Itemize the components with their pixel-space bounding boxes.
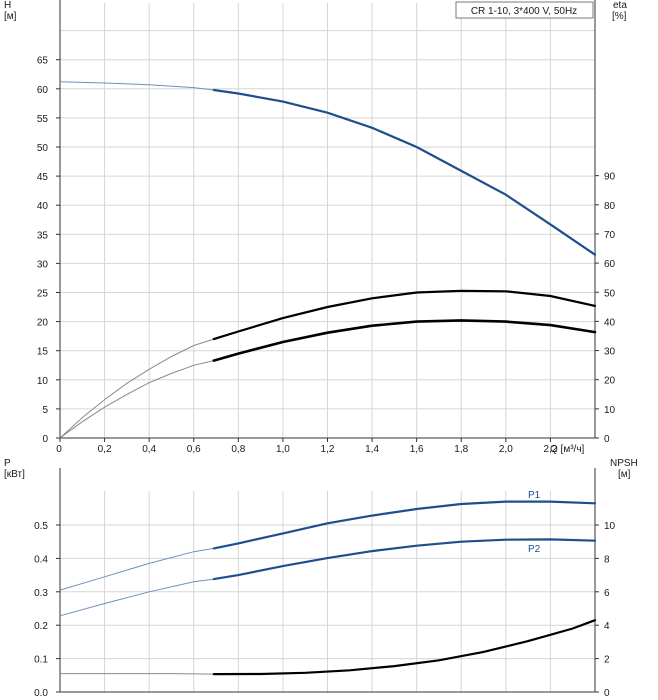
panel2-right-tick-label: 2 (604, 655, 610, 666)
panel1-x-tick-label: 2,0 (499, 444, 513, 455)
panel1-x-tick-label: 1,6 (410, 444, 424, 455)
panel1-left-tick-label: 45 (37, 172, 49, 183)
panel1-series-1-line-extended (59, 338, 214, 439)
panel1-x-tick-label: 0 (56, 444, 62, 455)
panel2-right-tick-label: 8 (604, 554, 610, 565)
panel2-right-tick-label: 10 (604, 521, 616, 532)
panel1-x-tick-label: 0,8 (231, 444, 245, 455)
panel2-series-p2-line-extended (59, 578, 214, 617)
panel1-left-tick-label: 65 (37, 56, 49, 67)
panel2-series-p1-line-extended (59, 547, 214, 591)
panel1-left-tick-label: 10 (37, 376, 49, 387)
panel1-right-tick-label: 80 (604, 201, 616, 212)
panel2-left-tick-label: 0.3 (34, 588, 48, 599)
panel1-series-2-line (212, 319, 597, 362)
panel2-left-tick-label: 0.5 (34, 521, 48, 532)
panel1-right-axis-unit: [%] (612, 11, 627, 22)
panel1-left-tick-label: 50 (37, 143, 49, 154)
panel2-right-tick-label: 6 (604, 588, 610, 599)
panel2-left-tick-label: 0.2 (34, 621, 48, 632)
panel1-right-tick-label: 40 (604, 317, 616, 328)
panel1-x-tick-label: 1,2 (321, 444, 335, 455)
panel2-series-p2-line (212, 538, 597, 581)
panel2-left-tick-label: 0.0 (34, 688, 48, 699)
panel1-x-tick-label: 0,6 (187, 444, 201, 455)
panel1-x-tick-label: 1,0 (276, 444, 290, 455)
panel1-left-axis-title: H (4, 0, 11, 11)
panel1-right-tick-label: 0 (604, 434, 610, 445)
panel1-left-tick-label: 5 (42, 405, 48, 416)
panel1-left-tick-label: 60 (37, 85, 49, 96)
panel1-x-tick-label: 0,2 (98, 444, 112, 455)
panel2-series-p1-line (212, 500, 597, 550)
panel2-left-axis-unit: [кВт] (4, 469, 25, 480)
panel1-legend-box (455, 1, 594, 19)
panel1-x-tick-label: 1,8 (454, 444, 468, 455)
panel1-left-tick-label: 35 (37, 230, 49, 241)
panel2-left-axis-title: P (4, 458, 11, 469)
panel1-legend-text: CR 1-10, 3*400 V, 50Hz (471, 6, 577, 17)
panel1-right-tick-label: 70 (604, 230, 616, 241)
panel1-x-axis-title: Q [м³/ч] (550, 444, 585, 455)
panel2-right-axis-title: NPSH (610, 458, 638, 469)
panel1-left-tick-label: 25 (37, 289, 49, 300)
panel2-right-tick-label: 0 (604, 688, 610, 699)
panel1-left-tick-label: 40 (37, 201, 49, 212)
panel1-right-tick-label: 50 (604, 288, 616, 299)
panel1-left-tick-label: 15 (37, 347, 49, 358)
panel1-series-0-line (212, 88, 597, 256)
panel2-series-p2-label: P2 (528, 544, 541, 555)
panel1-left-tick-label: 20 (37, 318, 49, 329)
panel1-right-tick-label: 10 (604, 405, 616, 416)
panel1-right-tick-label: 30 (604, 347, 616, 358)
panel1-right-axis-title: eta (613, 0, 627, 11)
panel1-x-tick-label: 2,2 (543, 444, 557, 455)
panel2-left-tick-label: 0.4 (34, 554, 48, 565)
panel2-series-2-line (212, 619, 597, 676)
panel1-series-0-line-extended (59, 81, 214, 91)
panel1-series-2-line-extended (59, 360, 214, 439)
panel1-left-axis-unit: [м] (4, 11, 17, 22)
panel2-series-p1-label: P1 (528, 490, 541, 501)
panel2-left-tick-label: 0.1 (34, 655, 48, 666)
panel1-right-tick-label: 20 (604, 376, 616, 387)
panel1-series-1-line (212, 289, 597, 341)
panel2-right-axis-unit: [м] (618, 469, 631, 480)
panel1-right-tick-label: 90 (604, 172, 616, 183)
panel1-x-tick-label: 0,4 (142, 444, 156, 455)
panel1-left-tick-label: 0 (42, 434, 48, 445)
panel1-left-tick-label: 30 (37, 259, 49, 270)
panel1-x-tick-label: 1,4 (365, 444, 379, 455)
panel2-right-tick-label: 4 (604, 621, 610, 632)
panel1-left-tick-label: 55 (37, 114, 49, 125)
panel2-series-2-line-extended (60, 673, 214, 675)
panel1-right-tick-label: 60 (604, 259, 616, 270)
